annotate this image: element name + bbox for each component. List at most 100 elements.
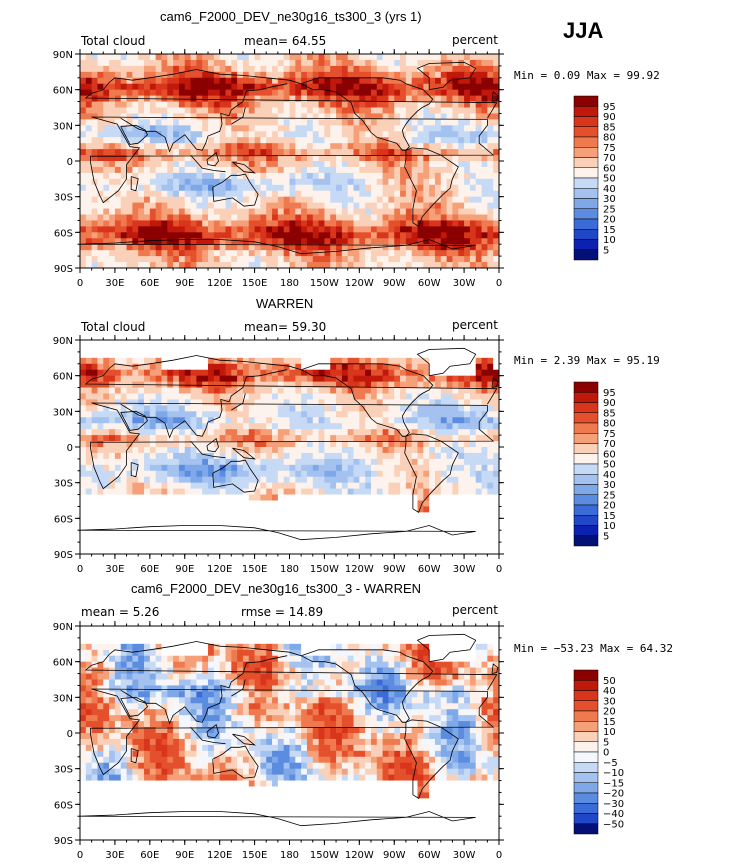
map-cell [289,89,296,97]
map-cell [394,107,401,114]
map-cell [376,393,384,400]
map-cell [167,351,174,359]
map-cell [155,119,162,126]
map-cell [324,340,331,347]
map-cell [80,244,87,251]
map-cell [312,363,319,371]
map-cell [318,71,325,79]
map-cell [464,476,471,484]
map-cell [225,238,232,245]
map-cell [289,405,296,412]
map-cell [277,220,285,227]
map-cell [91,411,98,418]
map-cell [411,190,418,198]
map-cell [266,113,273,120]
map-cell [330,506,337,513]
map-cell [91,369,98,377]
map-cell [295,184,302,192]
map-cell [417,512,424,519]
map-cell [440,101,448,108]
map-cell [260,476,267,484]
map-cell [370,107,378,114]
map-cell [254,512,261,519]
map-cell [382,178,389,186]
map-cell [103,429,110,436]
map-cell [400,441,407,448]
map-cell [487,375,494,383]
map-cell [458,59,465,67]
colorbar-swatch [573,136,599,148]
map-cell [190,447,197,454]
map-cell [341,476,349,484]
map-cell [202,149,209,156]
map-cell [475,83,482,91]
map-cell [400,208,407,215]
map-cell [80,155,87,162]
map-cell [248,262,255,269]
map-cell [493,435,500,442]
map-cell [493,190,500,198]
map-cell [359,369,366,377]
map-cell [178,476,186,484]
map-cell [411,238,418,245]
map-cell [464,482,471,490]
map-cell [196,262,203,269]
map-cell [149,178,157,186]
map-cell [85,423,93,430]
map-cell [353,184,360,192]
map-cell [306,411,314,418]
map-cell [126,83,133,91]
map-cell [114,137,122,144]
map-cell [341,250,349,257]
map-cell [202,214,209,221]
map-cell [242,131,250,138]
map-cell [132,512,139,519]
map-cell [382,393,389,400]
map-cell [376,441,384,448]
map-cell [458,71,465,79]
map-cell [126,405,133,412]
map-cell [196,71,203,79]
map-cell [260,447,267,454]
map-cell [219,494,226,501]
map-cell [277,89,285,97]
map-cell [254,435,261,442]
map-cell [481,137,488,144]
map-cell [190,405,197,412]
map-cell [213,113,221,120]
map-cell [97,89,104,97]
map-cell [405,83,413,91]
map-cell [213,423,221,430]
map-cell [446,190,453,198]
map-cell [301,411,308,418]
map-cell [365,447,372,454]
map-cell [429,226,436,233]
map-cell [347,506,354,513]
map-cell [388,101,395,108]
map-cell [91,351,98,359]
x-tick-label: 120E [207,278,232,289]
map-cell [173,125,180,132]
map-cell [400,381,407,388]
map-cell [359,375,366,383]
map-cell [312,488,319,495]
map-cell [417,369,424,377]
map-cell [144,476,151,484]
map-cell [469,494,477,501]
map-cell [225,137,232,144]
map-cell [237,369,244,377]
map-cell [493,351,500,359]
map-cell [336,59,343,67]
map-cell [277,512,285,519]
map-cell [464,250,471,257]
map-cell [376,226,384,233]
map-cell [353,101,360,108]
map-cell [464,202,471,209]
map-cell [458,149,465,156]
map-cell [434,494,442,501]
map-cell [242,429,250,436]
map-cell [324,155,331,162]
map-cell [155,500,162,507]
map-cell [289,470,296,478]
map-cell [138,405,145,412]
